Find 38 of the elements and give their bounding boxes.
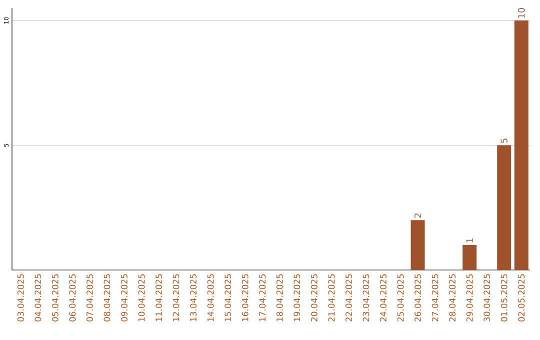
x-tick-label: 08.04.2025	[104, 274, 110, 322]
x-tick-label: 26.04.2025	[414, 274, 421, 322]
x-tick-label: 03.04.2025	[17, 274, 24, 322]
x-tick-label: 17.04.2025	[259, 274, 266, 322]
data-label: 1	[466, 238, 473, 242]
x-tick-label: 01.05.2025	[500, 274, 508, 322]
data-label: 5	[500, 138, 508, 143]
bar	[514, 20, 528, 270]
x-tick-label: 02.05.2025	[518, 274, 525, 322]
x-tick-label: 28.04.2025	[449, 274, 456, 322]
x-tick-label: 10.04.2025	[138, 274, 145, 322]
x-tick-label: 06.04.2025	[69, 274, 76, 322]
x-tick-label: 09.04.2025	[121, 274, 128, 322]
x-tick-label: 25.04.2025	[397, 274, 404, 322]
x-tick-label: 14.04.2025	[207, 274, 214, 322]
x-tick-label: 13.04.2025	[190, 274, 197, 322]
x-tick-label: 15.04.2025	[224, 274, 232, 322]
x-tick-label: 24.04.2025	[380, 274, 386, 322]
x-tick-label: 29.04.2025	[466, 274, 473, 322]
x-tick-label: 19.04.2025	[294, 274, 300, 322]
x-tick-label: 11.04.2025	[156, 274, 162, 322]
x-tick-label: 23.04.2025	[362, 274, 370, 322]
x-tick-label: 21.04.2025	[328, 274, 335, 322]
x-tick-label: 07.04.2025	[86, 274, 93, 322]
bar	[410, 220, 425, 270]
data-label: 2	[414, 214, 422, 218]
bar	[462, 245, 477, 270]
x-tick-label: 20.04.2025	[310, 274, 318, 322]
x-tick-label: 16.04.2025	[242, 274, 248, 322]
x-tick-label: 27.04.2025	[432, 274, 438, 322]
x-tick-label: 04.04.2025	[34, 274, 42, 322]
data-label: 10	[518, 8, 525, 18]
bar	[497, 145, 512, 270]
x-tick-label: 05.04.2025	[52, 274, 58, 322]
x-tick-label: 12.04.2025	[172, 274, 180, 322]
x-tick-label: 30.04.2025	[484, 274, 490, 322]
x-tick-label: 22.04.2025	[346, 274, 352, 322]
x-tick-label: 18.04.2025	[276, 274, 283, 322]
